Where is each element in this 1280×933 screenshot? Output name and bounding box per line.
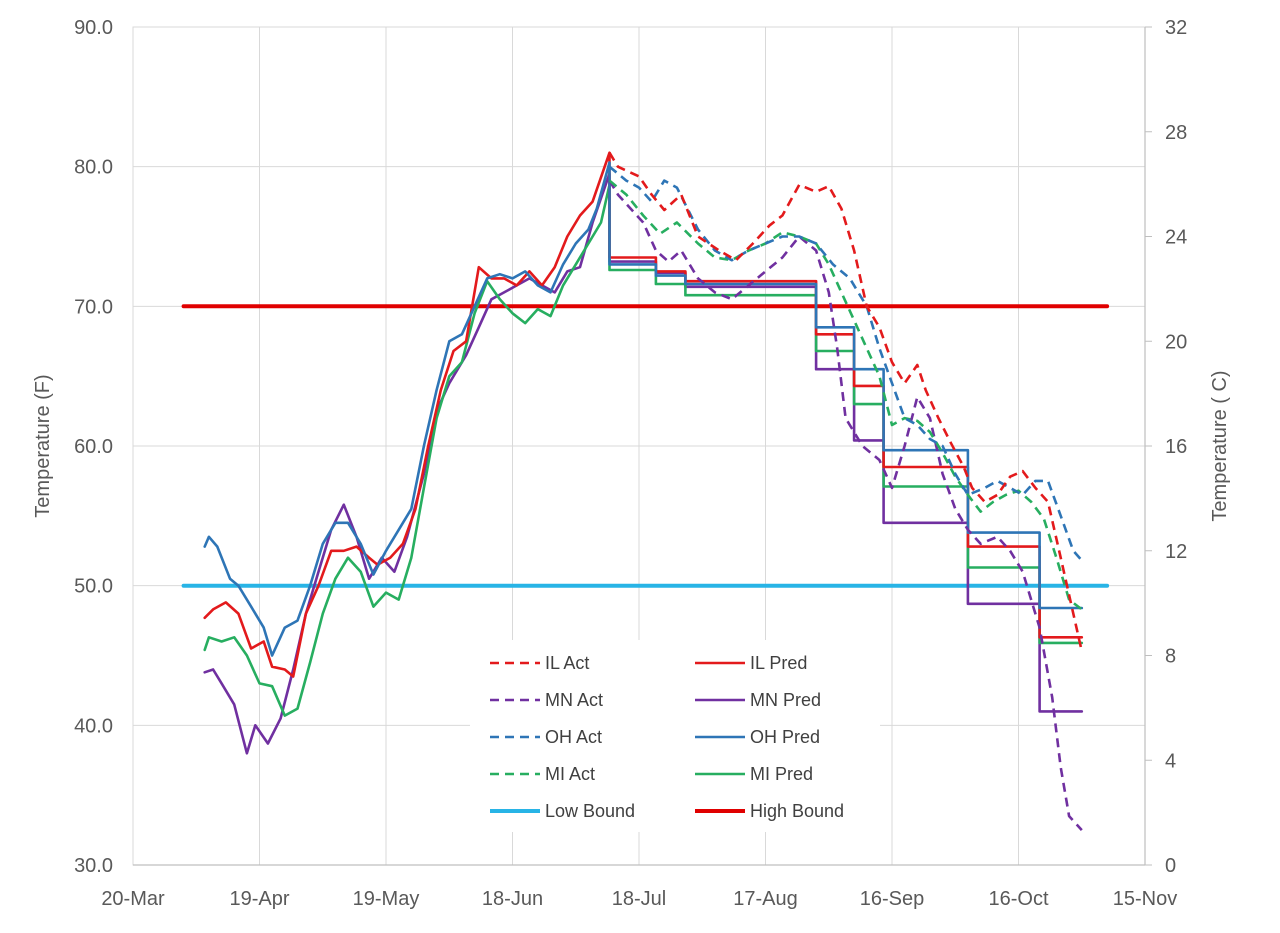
y2-tick-label: 24 xyxy=(1165,227,1187,249)
legend-label-oh-pred: OH Pred xyxy=(750,727,820,747)
x-tick-label: 15-Nov xyxy=(1113,888,1177,910)
y2-tick-label: 12 xyxy=(1165,541,1187,563)
legend: IL Act IL Pred MN Act MN Pred OH Act OH Pred M… xyxy=(470,640,880,832)
legend-label-il-act: IL Act xyxy=(545,653,589,673)
y-tick-label: 50.0 xyxy=(74,576,113,598)
y-tick-label: 90.0 xyxy=(74,17,113,39)
x-tick-label: 16-Oct xyxy=(988,888,1048,910)
legend-label-low-bound: Low Bound xyxy=(545,801,635,821)
legend-label-mi-act: MI Act xyxy=(545,764,595,784)
y2-tick-label: 16 xyxy=(1165,436,1187,458)
x-tick-label: 18-Jul xyxy=(612,888,666,910)
y2-tick-label: 20 xyxy=(1165,331,1187,353)
x-tick-label: 17-Aug xyxy=(733,888,798,910)
y2-tick-label: 28 xyxy=(1165,122,1187,144)
legend-label-il-pred: IL Pred xyxy=(750,653,807,673)
x-tick-label: 19-May xyxy=(353,888,420,910)
y2-tick-label: 4 xyxy=(1165,750,1176,772)
series-line-il-pred xyxy=(203,151,1084,678)
x-tick-label: 20-Mar xyxy=(101,888,165,910)
y-tick-label: 80.0 xyxy=(74,157,113,179)
y-tick-label: 30.0 xyxy=(74,855,113,877)
x-tick-label: 18-Jun xyxy=(482,888,543,910)
y-axis-title: Temperature (F) xyxy=(32,374,54,517)
legend-label-oh-act: OH Act xyxy=(545,727,602,747)
x-tick-label: 16-Sep xyxy=(860,888,925,910)
legend-label-mn-act: MN Act xyxy=(545,690,603,710)
legend-label-mn-pred: MN Pred xyxy=(750,690,821,710)
series-line-mi-pred xyxy=(203,183,1084,717)
y2-tick-label: 0 xyxy=(1165,855,1176,877)
y2-tick-label: 32 xyxy=(1165,17,1187,39)
y-tick-label: 60.0 xyxy=(74,436,113,458)
y2-tick-label: 8 xyxy=(1165,646,1176,668)
series-line-oh-act xyxy=(608,165,1083,562)
series-line-oh-pred xyxy=(203,161,1084,657)
x-tick-label: 19-Apr xyxy=(229,888,289,910)
series-line-il-act xyxy=(608,152,1084,652)
series-layer xyxy=(181,151,1110,831)
legend-label-mi-pred: MI Pred xyxy=(750,764,813,784)
y-tick-label: 40.0 xyxy=(74,715,113,737)
y-tick-label: 70.0 xyxy=(74,296,113,318)
series-line-mn-act xyxy=(608,179,1083,831)
legend-label-high-bound: High Bound xyxy=(750,801,844,821)
axes-layer: 30.0 40.0 50.0 60.0 70.0 80.0 90.0 20-Mar 19-Apr… xyxy=(32,17,1231,910)
y2-axis-title: Temperature ( C) xyxy=(1209,370,1231,521)
series-line-mi-act xyxy=(608,179,1083,611)
